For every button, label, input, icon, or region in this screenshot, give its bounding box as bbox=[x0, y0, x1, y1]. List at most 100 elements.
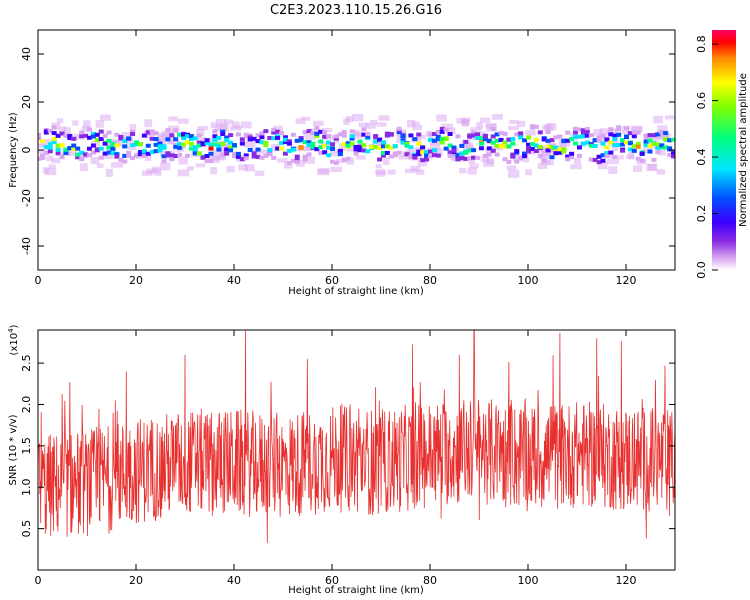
spectrogram-cell bbox=[580, 134, 586, 139]
spectrogram-cell bbox=[576, 134, 582, 139]
spectrogram-cell bbox=[310, 141, 316, 146]
spectrogram-cell bbox=[463, 156, 469, 161]
spectrogram-cell bbox=[450, 155, 458, 161]
spectrogram-cell bbox=[216, 143, 222, 148]
x-tick-label: 0 bbox=[35, 274, 42, 287]
colorbar-tick-label: 0.6 bbox=[695, 92, 708, 110]
spectrogram-cell bbox=[228, 145, 234, 150]
spectrogram-cell bbox=[339, 143, 347, 151]
spectrogram-cell bbox=[435, 153, 441, 158]
spectrogram-cell bbox=[43, 145, 49, 150]
spectrogram-cell bbox=[573, 130, 579, 135]
spectrogram-cell bbox=[447, 132, 453, 137]
spectrogram-cell bbox=[369, 119, 378, 125]
x-tick-label: 80 bbox=[423, 274, 437, 287]
spectrogram-cell bbox=[639, 158, 645, 163]
snr-line-series bbox=[38, 330, 675, 543]
spectrogram-cell bbox=[239, 141, 245, 146]
spectrogram-cell bbox=[596, 154, 602, 159]
spectrogram-cell bbox=[255, 147, 261, 152]
spectrogram-cell bbox=[228, 148, 234, 153]
spectrogram-cell bbox=[435, 129, 441, 134]
spectrogram-cell bbox=[411, 121, 420, 126]
spectrogram-cell bbox=[546, 122, 557, 131]
spectrogram-cell bbox=[580, 131, 586, 136]
spectrogram-cell bbox=[161, 154, 167, 159]
spectrogram-cell bbox=[165, 137, 171, 142]
spectrogram-cell bbox=[476, 122, 483, 129]
spectrogram-cell bbox=[165, 128, 171, 133]
spectrogram-cell bbox=[396, 126, 402, 131]
spectrogram-cell bbox=[110, 142, 116, 147]
spectrogram-cell bbox=[631, 134, 637, 139]
spectrogram-cell bbox=[114, 152, 120, 157]
spectrogram-cell bbox=[192, 136, 198, 141]
spectrogram-cell bbox=[492, 113, 503, 120]
spectrogram-cell bbox=[47, 142, 53, 147]
x-tick-label: 120 bbox=[616, 274, 637, 287]
spectrogram-cell bbox=[345, 141, 351, 146]
spectrogram-cell bbox=[271, 136, 277, 141]
spectrogram-cell bbox=[518, 156, 524, 161]
spectrogram-cell bbox=[455, 157, 461, 162]
spectrogram-cell bbox=[181, 132, 187, 137]
spectrogram-cell bbox=[502, 157, 508, 162]
spectrogram-cell bbox=[373, 139, 379, 144]
spectrogram-cell bbox=[349, 141, 355, 146]
spectrogram-cell bbox=[306, 129, 312, 134]
spectrogram-cell bbox=[75, 152, 81, 157]
spectrogram-cell bbox=[127, 145, 137, 151]
spectrogram-cell bbox=[63, 147, 69, 152]
spectrogram-cell bbox=[254, 170, 265, 177]
y-tick-label: 40 bbox=[20, 47, 33, 61]
spectrogram-cell bbox=[90, 143, 96, 148]
spectrogram-cell bbox=[302, 157, 308, 162]
spectrogram-cell bbox=[375, 163, 382, 169]
spectrogram-cell bbox=[509, 120, 519, 125]
spectrogram-panel: 0 20 40 60 80 100 120 -40 -20 0 20 40 Height of str… bbox=[8, 29, 676, 297]
spectrogram-cell bbox=[352, 113, 364, 122]
spectrogram-cell bbox=[156, 134, 166, 142]
spectrogram-cell bbox=[655, 150, 661, 155]
spectrogram-cell bbox=[612, 154, 618, 159]
spectrogram-cell bbox=[424, 153, 430, 158]
spectrogram-cell bbox=[451, 152, 457, 157]
spectrogram-cell bbox=[181, 142, 187, 147]
spectrogram-cell bbox=[130, 143, 136, 148]
spectrogram-cell bbox=[522, 154, 528, 159]
spectrogram-cell bbox=[228, 140, 234, 145]
spectrogram-cell bbox=[647, 138, 653, 143]
spectrogram-cell bbox=[196, 128, 205, 137]
spectrogram-cell bbox=[224, 138, 230, 143]
spectrogram-cell bbox=[416, 132, 422, 137]
spectrogram-cell bbox=[72, 120, 79, 126]
spectrogram-cell bbox=[144, 153, 152, 161]
spectrogram-cell bbox=[664, 115, 675, 120]
spectrogram-cell bbox=[122, 153, 128, 158]
spectrogram-cell bbox=[67, 136, 73, 141]
spectrogram-cell bbox=[404, 152, 410, 157]
spectrogram-cell bbox=[545, 129, 551, 134]
spectrogram-cell bbox=[51, 137, 57, 142]
spectrogram-cell bbox=[380, 153, 386, 158]
spectrogram-cell bbox=[228, 133, 234, 138]
spectrogram-cell bbox=[232, 154, 237, 159]
spectrogram-cell bbox=[405, 149, 415, 156]
spectrogram-cell bbox=[247, 137, 253, 142]
x-tick-label: 100 bbox=[518, 274, 539, 287]
spectrogram-cell bbox=[218, 123, 229, 132]
spectrogram-cell bbox=[649, 134, 660, 142]
spectrogram-cell bbox=[75, 155, 81, 160]
spectrogram-cell bbox=[485, 147, 493, 155]
spectrogram-cell bbox=[243, 132, 249, 137]
spectrogram-cell bbox=[208, 151, 214, 156]
spectrogram-cell bbox=[647, 149, 653, 154]
spectrogram-cell bbox=[238, 164, 248, 171]
spectrogram-cell bbox=[98, 137, 104, 142]
spectrogram-cell bbox=[73, 133, 84, 140]
spectrogram-cell bbox=[322, 150, 328, 155]
spectrogram-cell bbox=[627, 131, 633, 136]
spectrogram-cell bbox=[502, 131, 508, 136]
spectrogram-cell bbox=[510, 154, 516, 159]
spectrogram-cell bbox=[157, 144, 163, 149]
